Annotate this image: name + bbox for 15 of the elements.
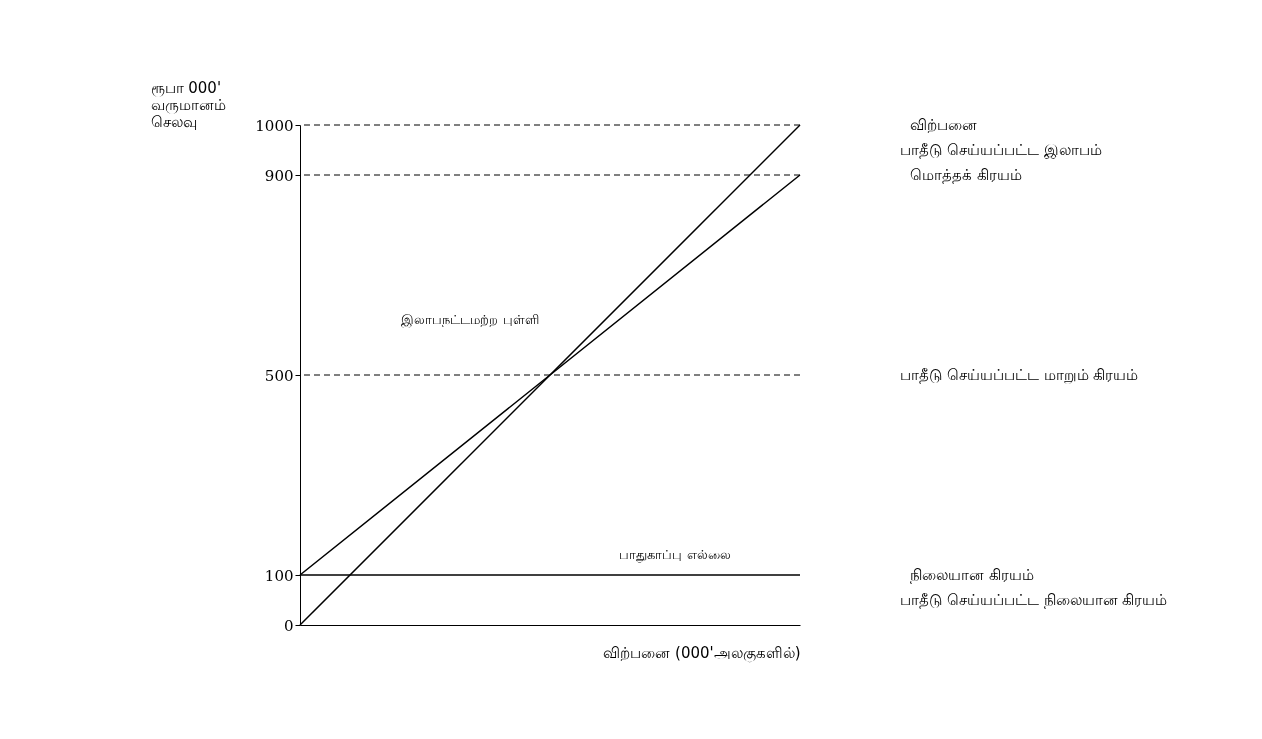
x-axis-title: விற்பனை (000'அலகுகளில்) <box>603 643 801 663</box>
y-tick-label: 0 <box>283 616 294 635</box>
y-tick-label: 500 <box>264 366 294 385</box>
y-tick-label: 1000 <box>255 116 294 135</box>
text: விற்பனை <box>910 116 977 134</box>
text: மொத்தக் கிரயம் <box>910 166 1022 184</box>
y-tick-label: 900 <box>264 166 294 185</box>
text: பாதீடு செய்யப்பட்ட நிலையான கிரயம் <box>900 591 1168 609</box>
y-axis-title: ரூபா 000' வருமானம் செலவு <box>150 78 226 131</box>
y-tick-label: 100 <box>264 566 294 585</box>
annotation: பாதுகாப்பு எல்லை <box>619 547 731 563</box>
annotation: இலாபநட்டமற்ற புள்ளி <box>401 312 539 328</box>
text: பாதீடு செய்யப்பட்ட இலாபம் <box>900 141 1102 159</box>
text: நிலையான கிரயம் <box>910 566 1034 584</box>
text: பாதீடு செய்யப்பட்ட மாறும் கிரயம் <box>900 366 1139 384</box>
